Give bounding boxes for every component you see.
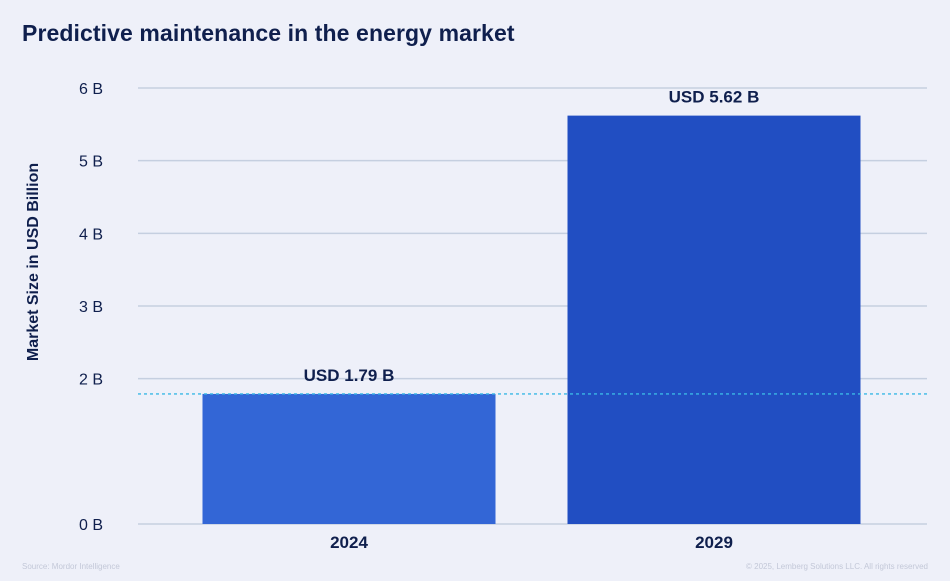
y-tick-label: 4 B: [79, 226, 103, 243]
source-note: Source: Mordor Intelligence: [22, 562, 120, 571]
bar-2024: [202, 393, 496, 524]
y-tick-label: 3 B: [79, 299, 103, 316]
data-label-2029: USD 5.62 B: [669, 88, 760, 107]
x-tick-label-2024: 2024: [330, 533, 368, 552]
y-tick-label: 5 B: [79, 154, 103, 171]
x-tick-label-2029: 2029: [695, 533, 733, 552]
y-tick-label: 0 B: [79, 517, 103, 534]
copyright-note: © 2025, Lemberg Solutions LLC. All right…: [746, 562, 928, 571]
bar-2029: [567, 115, 861, 524]
y-tick-label: 2 B: [79, 372, 103, 389]
data-label-2024: USD 1.79 B: [304, 366, 395, 385]
y-tick-label: 6 B: [79, 81, 103, 98]
chart-title: Predictive maintenance in the energy mar…: [22, 20, 515, 46]
